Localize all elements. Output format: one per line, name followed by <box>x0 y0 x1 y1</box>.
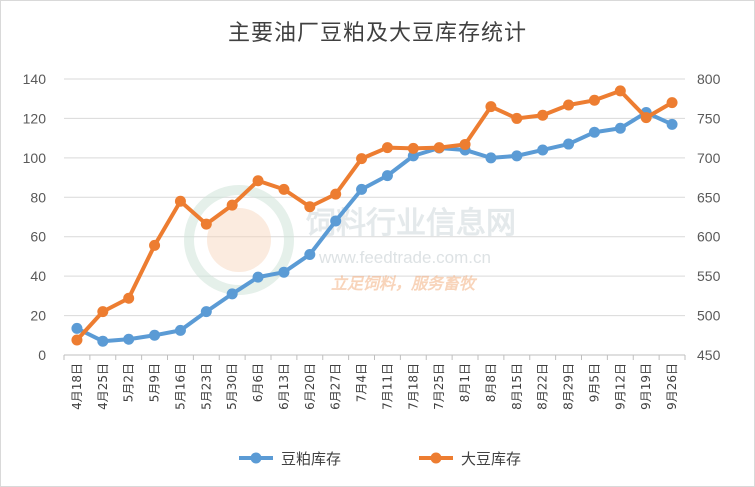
legend-label: 大豆库存 <box>461 450 521 468</box>
data-point <box>304 248 316 260</box>
x-tick-label: 8月15日 <box>510 363 524 410</box>
watermark-logo: 饲料行业信息网 www.feedtrade.com.cn 立足饲料，服务畜牧 <box>184 185 516 295</box>
x-tick-label: 8月1日 <box>458 363 472 402</box>
data-point <box>614 122 626 134</box>
y-right-tick-label: 450 <box>697 347 721 363</box>
x-tick-label: 5月9日 <box>148 363 162 402</box>
y-right-tick-label: 650 <box>697 189 721 205</box>
data-point <box>226 199 238 211</box>
y-left-tick-label: 120 <box>23 110 47 126</box>
data-point <box>278 183 290 195</box>
y-left-tick-label: 0 <box>38 347 46 363</box>
data-point <box>433 142 445 154</box>
data-point <box>511 150 523 162</box>
data-point <box>588 94 600 106</box>
chart-title: 主要油厂豆粕及大豆库存统计 <box>227 21 527 46</box>
data-point <box>278 266 290 278</box>
y-right-tick-label: 700 <box>697 150 721 166</box>
data-point <box>537 144 549 156</box>
data-point <box>226 288 238 300</box>
x-tick-label: 6月20日 <box>303 363 317 410</box>
data-point <box>563 138 575 150</box>
legend-marker <box>250 452 262 464</box>
data-point <box>149 329 161 341</box>
data-point <box>459 138 471 150</box>
x-tick-label: 4月25日 <box>96 363 110 410</box>
y-right-tick-label: 800 <box>697 71 721 87</box>
x-tick-label: 5月23日 <box>199 363 213 410</box>
data-point <box>123 292 135 304</box>
watermark-url: www.feedtrade.com.cn <box>318 248 491 267</box>
y-left-tick-label: 80 <box>30 189 46 205</box>
y-left-tick-label: 60 <box>30 229 46 245</box>
data-point <box>381 142 393 154</box>
x-tick-label: 9月19日 <box>639 363 653 410</box>
x-tick-label: 7月18日 <box>406 363 420 410</box>
data-point <box>511 112 523 124</box>
y-left-tick-label: 20 <box>30 308 46 324</box>
y-right-tick-label: 550 <box>697 268 721 284</box>
x-tick-label: 5月16日 <box>173 363 187 410</box>
data-point <box>614 85 626 97</box>
watermark-slogan: 立足饲料，服务畜牧 <box>331 274 478 293</box>
x-tick-label: 9月12日 <box>613 363 627 410</box>
data-point <box>356 183 368 195</box>
data-point <box>71 322 83 334</box>
data-point <box>485 101 497 113</box>
x-tick-label: 8月29日 <box>562 363 576 410</box>
y-axis-left: 0 20 40 60 80 100 120 140 <box>23 71 47 363</box>
x-tick-label: 6月13日 <box>277 363 291 410</box>
x-tick-label: 4月18日 <box>70 363 84 410</box>
x-tick-label: 7月4日 <box>355 363 369 402</box>
data-point <box>123 333 135 345</box>
x-tick-label: 9月26日 <box>665 363 679 410</box>
x-axis: 4月18日 4月25日 5月2日 5月9日 5月16日 5月23日 5月30日 6月6日 6月1… <box>63 354 686 410</box>
legend-label: 豆粕库存 <box>281 450 341 468</box>
data-point <box>330 215 342 227</box>
x-tick-label: 6月27日 <box>329 363 343 410</box>
data-point <box>563 99 575 111</box>
data-point <box>304 201 316 213</box>
data-point <box>97 306 109 318</box>
x-tick-label: 7月11日 <box>380 363 394 410</box>
y-left-tick-label: 140 <box>23 71 47 87</box>
data-point <box>252 271 264 283</box>
data-point <box>97 335 109 347</box>
x-tick-label: 9月5日 <box>587 363 601 402</box>
data-point <box>149 239 161 251</box>
legend: 豆粕库存 大豆库存 <box>239 450 521 468</box>
x-tick-label: 8月8日 <box>484 363 498 402</box>
y-left-tick-label: 100 <box>23 150 47 166</box>
data-point <box>666 97 678 109</box>
y-right-tick-label: 600 <box>697 229 721 245</box>
data-point <box>485 152 497 164</box>
data-point <box>252 175 264 187</box>
x-tick-label: 6月6日 <box>251 363 265 402</box>
data-point <box>330 188 342 200</box>
x-tick-label: 8月22日 <box>536 363 550 410</box>
y-right-tick-label: 500 <box>697 308 721 324</box>
data-point <box>174 195 186 207</box>
data-point <box>588 126 600 138</box>
y-right-tick-label: 750 <box>697 110 721 126</box>
legend-marker <box>430 452 442 464</box>
x-tick-label: 7月25日 <box>432 363 446 410</box>
data-point <box>356 153 368 165</box>
data-point <box>381 170 393 182</box>
x-tick-label: 5月2日 <box>122 363 136 402</box>
data-point <box>200 218 212 230</box>
data-point <box>407 142 419 154</box>
x-tick-label: 5月30日 <box>225 363 239 410</box>
data-point <box>71 334 83 346</box>
data-point <box>666 118 678 130</box>
data-point <box>537 109 549 121</box>
y-axis-right: 450 500 550 600 650 700 750 800 <box>697 71 721 363</box>
data-point <box>174 324 186 336</box>
data-point <box>200 306 212 318</box>
y-left-tick-label: 40 <box>30 268 46 284</box>
data-point <box>640 112 652 124</box>
series-layer <box>71 85 678 347</box>
